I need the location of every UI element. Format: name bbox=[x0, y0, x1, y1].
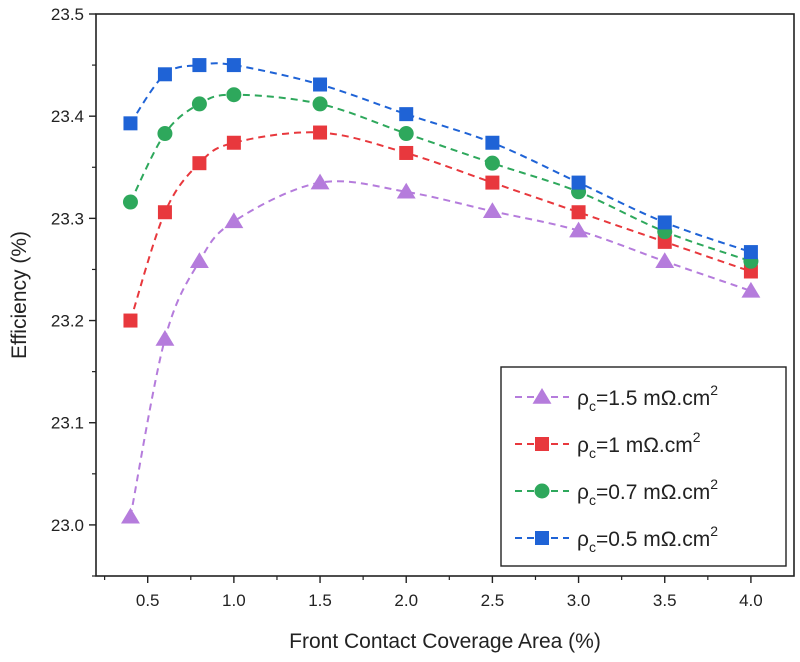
legend-main: ρ bbox=[577, 528, 589, 551]
data-point bbox=[157, 67, 172, 82]
legend-marker bbox=[532, 388, 552, 404]
legend-marker bbox=[535, 437, 549, 451]
legend-label: ρc=1.5 mΩ.cm2 bbox=[577, 382, 718, 414]
series-4 bbox=[123, 58, 758, 260]
data-point bbox=[157, 126, 173, 142]
x-tick-label: 0.5 bbox=[136, 591, 160, 610]
legend-marker bbox=[534, 483, 550, 499]
data-point bbox=[313, 125, 328, 140]
data-point bbox=[399, 107, 414, 122]
data-point bbox=[226, 58, 241, 73]
data-point bbox=[657, 234, 672, 249]
y-axis-label: Efficiency (%) bbox=[8, 231, 31, 359]
legend-main: ρ bbox=[577, 434, 589, 457]
data-point bbox=[192, 58, 207, 73]
series-line bbox=[129, 131, 752, 321]
legend-rest: =1.5 mΩ.cm bbox=[596, 387, 710, 410]
series-line bbox=[129, 93, 752, 263]
data-point bbox=[569, 221, 589, 238]
data-point bbox=[310, 173, 330, 190]
legend-item: ρc=0.5 mΩ.cm2 bbox=[515, 523, 718, 555]
data-point bbox=[155, 329, 175, 346]
data-point bbox=[122, 194, 138, 210]
plot-frame bbox=[95, 13, 795, 577]
data-point bbox=[657, 215, 672, 230]
legend-label: ρc=1 mΩ.cm2 bbox=[577, 429, 701, 461]
data-point bbox=[191, 96, 207, 112]
legend-label: ρc=0.7 mΩ.cm2 bbox=[577, 476, 718, 508]
data-point bbox=[655, 252, 675, 269]
data-point bbox=[226, 87, 242, 103]
series-line bbox=[129, 62, 752, 254]
data-point bbox=[313, 77, 328, 92]
data-point bbox=[485, 175, 500, 190]
data-point bbox=[571, 205, 586, 220]
series-2 bbox=[123, 125, 758, 328]
data-point bbox=[485, 135, 500, 150]
data-point bbox=[226, 135, 241, 150]
data-point bbox=[312, 96, 328, 112]
y-tick-label: 23.0 bbox=[51, 516, 84, 535]
legend-sup: 2 bbox=[693, 429, 701, 445]
x-tick-label: 3.5 bbox=[653, 591, 677, 610]
x-axis-label: Front Contact Coverage Area (%) bbox=[289, 630, 601, 653]
series-line bbox=[129, 180, 752, 517]
legend-main: ρ bbox=[577, 387, 589, 410]
data-point bbox=[743, 264, 758, 279]
y-tick-label: 23.2 bbox=[51, 312, 84, 331]
legend-marker bbox=[535, 531, 549, 545]
y-tick-label: 23.5 bbox=[51, 5, 84, 24]
data-point bbox=[484, 155, 500, 171]
y-tick-label: 23.3 bbox=[51, 209, 84, 228]
data-point bbox=[399, 145, 414, 160]
data-point bbox=[192, 156, 207, 171]
data-point bbox=[743, 245, 758, 260]
legend-rest: =1 mΩ.cm bbox=[596, 434, 693, 457]
legend-item: ρc=1 mΩ.cm2 bbox=[515, 429, 701, 461]
y-axis: 23.0 23.1 23.2 23.3 23.4 23.5 bbox=[51, 5, 96, 577]
legend-item: ρc=1.5 mΩ.cm2 bbox=[515, 382, 718, 414]
x-tick-label: 1.0 bbox=[222, 591, 246, 610]
data-point bbox=[157, 205, 172, 220]
data-point bbox=[571, 175, 586, 190]
x-axis: 0.5 1.0 1.5 2.0 2.5 3.0 3.5 4.0 bbox=[104, 576, 763, 610]
legend-sup: 2 bbox=[710, 476, 718, 492]
legend-sup: 2 bbox=[710, 523, 718, 539]
x-tick-label: 3.0 bbox=[567, 591, 591, 610]
data-point bbox=[398, 126, 414, 142]
x-tick-label: 2.5 bbox=[481, 591, 505, 610]
series-layer bbox=[121, 58, 761, 524]
data-point bbox=[396, 182, 416, 199]
data-point bbox=[224, 212, 244, 229]
legend-sub: c bbox=[589, 539, 596, 555]
data-point bbox=[189, 252, 209, 269]
y-tick-label: 23.1 bbox=[51, 414, 84, 433]
legend-sub: c bbox=[589, 445, 596, 461]
data-point bbox=[123, 313, 138, 328]
x-tick-label: 4.0 bbox=[739, 591, 763, 610]
data-point bbox=[123, 116, 138, 131]
legend-main: ρ bbox=[577, 481, 589, 504]
legend-sub: c bbox=[589, 398, 596, 414]
data-point bbox=[121, 507, 140, 524]
legend-label: ρc=0.5 mΩ.cm2 bbox=[577, 523, 718, 555]
legend-item: ρc=0.7 mΩ.cm2 bbox=[515, 476, 718, 508]
legend-rest: =0.5 mΩ.cm bbox=[596, 528, 710, 551]
x-tick-label: 1.5 bbox=[308, 591, 332, 610]
x-tick-label: 2.0 bbox=[394, 591, 418, 610]
legend-sub: c bbox=[589, 492, 596, 508]
y-tick-label: 23.4 bbox=[51, 107, 84, 126]
legend-sup: 2 bbox=[710, 382, 718, 398]
data-point bbox=[482, 202, 502, 218]
series-1 bbox=[121, 173, 761, 524]
legend-rest: =0.7 mΩ.cm bbox=[596, 481, 710, 504]
data-point bbox=[741, 281, 761, 298]
